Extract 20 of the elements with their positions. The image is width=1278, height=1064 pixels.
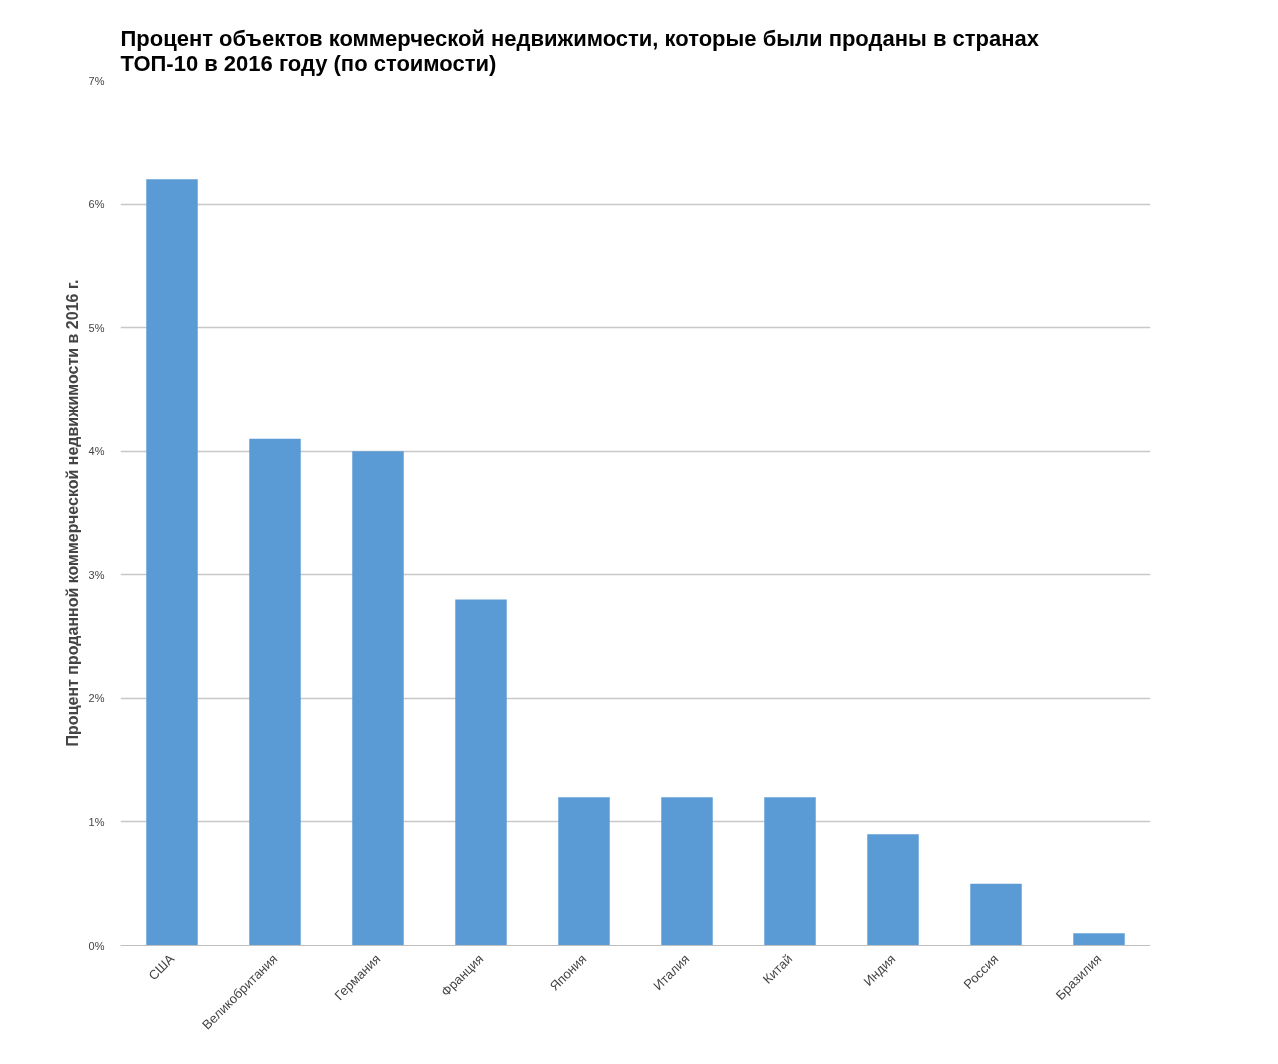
bar <box>352 451 404 946</box>
bar <box>764 797 816 946</box>
bar <box>558 797 610 946</box>
chart-title: Процент объектов коммерческой недвижимости, которые были проданы в странах ТОП-10 в 2016 году (по стоимости) <box>120 25 1040 76</box>
bar <box>455 599 507 946</box>
bar <box>1073 933 1125 946</box>
y-tick-label: 0% <box>88 939 105 952</box>
y-tick-label: 3% <box>88 568 105 581</box>
y-tick-label: 4% <box>88 445 105 458</box>
y-axis-title: Процент проданной коммерческой недвижимости в 2016 г. <box>63 279 81 747</box>
bar <box>661 797 713 946</box>
y-tick-label: 1% <box>88 815 105 828</box>
bar <box>970 883 1022 946</box>
y-tick-label: 7% <box>88 74 105 87</box>
bar <box>146 179 198 946</box>
bar <box>249 438 301 946</box>
y-tick-label: 5% <box>88 321 105 334</box>
y-tick-label: 6% <box>88 198 105 211</box>
bar <box>867 834 919 946</box>
y-tick-label: 2% <box>88 692 105 705</box>
